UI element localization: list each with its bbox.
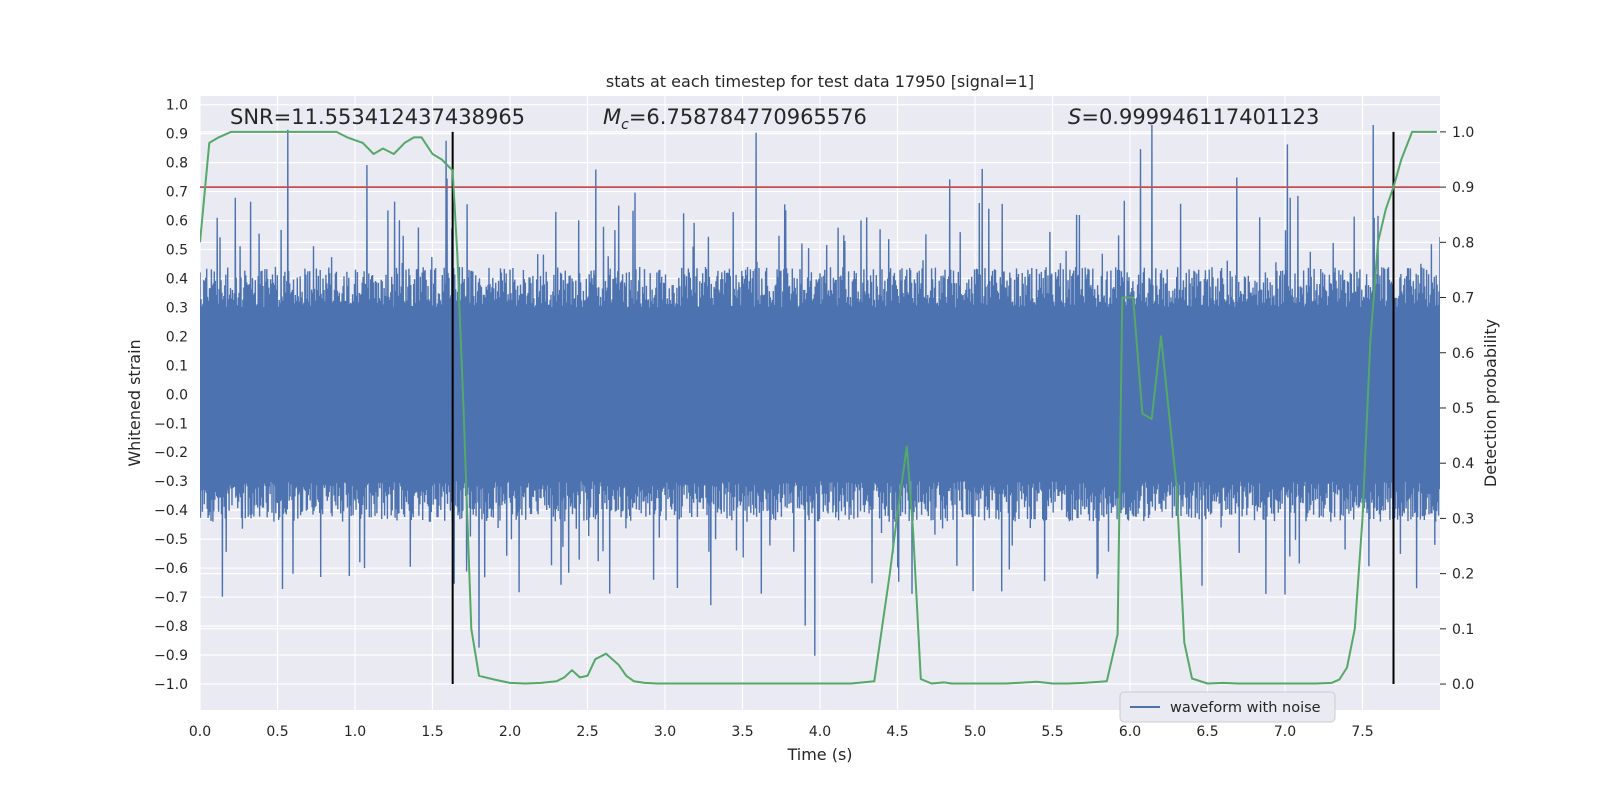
x-tick-label: 6.0 xyxy=(1119,724,1141,740)
y2-tick-label: 0.4 xyxy=(1452,456,1474,472)
chirp-mass-value: =6.758784770965576 xyxy=(629,105,867,129)
y-tick-label: 0.3 xyxy=(166,300,188,316)
detection-probability-series xyxy=(200,130,1437,685)
y-axis-left-label: Whitened strain xyxy=(125,339,144,466)
detection-probability-line xyxy=(200,130,1437,685)
chirp-mass-symbol: M xyxy=(603,105,621,129)
score-symbol: S xyxy=(1068,105,1081,129)
event-markers xyxy=(451,131,1395,685)
y2-tick-label: 0.9 xyxy=(1452,180,1474,196)
y2-tick-label: 0.2 xyxy=(1452,567,1474,583)
y-tick-label: −0.3 xyxy=(154,474,188,490)
y-tick-label: −0.6 xyxy=(154,561,188,577)
legend: waveform with noise xyxy=(1119,691,1336,723)
legend-entry: waveform with noise xyxy=(1170,700,1321,716)
y-axis-left-ticks: 1.0 0.9 0.8 0.7 0.6 0.5 0.4 0.3 0.2 0.1 0.0 −0.1 −0.… xyxy=(154,98,188,693)
y-tick-label: −0.8 xyxy=(154,619,188,635)
x-tick-label: 0.0 xyxy=(189,724,211,740)
snr-annotation: SNR=11.553412437438965 xyxy=(230,105,525,129)
x-tick-label: 3.5 xyxy=(731,724,753,740)
x-tick-label: 7.0 xyxy=(1274,724,1296,740)
y-tick-label: 1.0 xyxy=(166,98,188,114)
y2-tick-label: 0.3 xyxy=(1452,511,1474,527)
y-tick-label: −1.0 xyxy=(154,677,188,693)
y2-tick-label: 1.0 xyxy=(1452,125,1474,141)
y2-tick-label: 0.8 xyxy=(1452,235,1474,251)
x-tick-label: 6.5 xyxy=(1196,724,1218,740)
waveform-line xyxy=(200,124,1440,656)
x-tick-label: 0.5 xyxy=(266,724,288,740)
score-annotation: S=0.999946117401123 xyxy=(1068,105,1319,129)
y-tick-label: 0.9 xyxy=(166,127,188,143)
y-axis-right-ticks: 1.0 0.9 0.8 0.7 0.6 0.5 0.4 0.3 0.2 0.1 0.0 xyxy=(1440,125,1474,693)
y-tick-label: 0.7 xyxy=(166,185,188,201)
y-tick-label: 0.2 xyxy=(166,329,188,345)
chart-title: stats at each timestep for test data 179… xyxy=(606,72,1034,91)
x-tick-label: 4.5 xyxy=(886,724,908,740)
x-tick-label: 1.5 xyxy=(421,724,443,740)
x-tick-label: 3.0 xyxy=(654,724,676,740)
chirp-mass-annotation: Mc=6.758784770965576 xyxy=(603,105,867,133)
x-axis-label: Time (s) xyxy=(786,745,852,764)
y-tick-label: −0.7 xyxy=(154,590,188,606)
x-tick-label: 4.0 xyxy=(809,724,831,740)
score-value: =0.999946117401123 xyxy=(1081,105,1319,129)
x-tick-label: 5.0 xyxy=(964,724,986,740)
x-tick-label: 1.0 xyxy=(344,724,366,740)
x-tick-label: 5.5 xyxy=(1041,724,1063,740)
y-tick-label: 0.8 xyxy=(166,156,188,172)
y2-tick-label: 0.0 xyxy=(1452,677,1474,693)
y-tick-label: −0.5 xyxy=(154,532,188,548)
x-tick-label: 2.5 xyxy=(576,724,598,740)
y-tick-label: −0.2 xyxy=(154,445,188,461)
y-axis-right-label: Detection probability xyxy=(1481,319,1500,487)
x-tick-label: 7.5 xyxy=(1351,724,1373,740)
y-tick-label: 0.6 xyxy=(166,214,188,230)
waveform-series xyxy=(200,124,1440,656)
y2-tick-label: 0.7 xyxy=(1452,291,1474,307)
y-tick-label: −0.1 xyxy=(154,416,188,432)
chirp-mass-subscript: c xyxy=(621,117,629,133)
y2-tick-label: 0.1 xyxy=(1452,622,1474,638)
y2-tick-label: 0.5 xyxy=(1452,401,1474,417)
y-tick-label: −0.4 xyxy=(154,503,188,519)
y-tick-label: 0.1 xyxy=(166,358,188,374)
y2-tick-label: 0.6 xyxy=(1452,346,1474,362)
y-tick-label: 0.0 xyxy=(166,387,188,403)
y-tick-label: 0.4 xyxy=(166,271,188,287)
x-tick-label: 2.0 xyxy=(499,724,521,740)
legend-box xyxy=(1119,691,1336,723)
x-axis-ticks: 0.0 0.5 1.0 1.5 2.0 2.5 3.0 3.5 4.0 4.5 5.0 5.5 6.0 6… xyxy=(189,724,1374,740)
y-tick-label: −0.9 xyxy=(154,648,188,664)
y-tick-label: 0.5 xyxy=(166,243,188,259)
